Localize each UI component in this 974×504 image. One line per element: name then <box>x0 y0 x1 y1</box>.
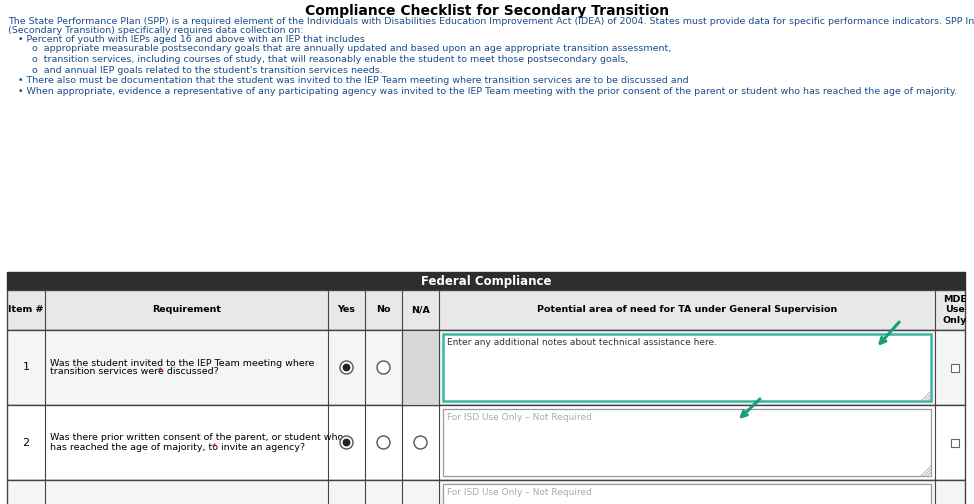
Circle shape <box>340 436 353 449</box>
Text: N/A: N/A <box>411 305 430 314</box>
Circle shape <box>377 436 390 449</box>
Text: o  transition services, including courses of study, that will reasonably enable : o transition services, including courses… <box>32 55 628 64</box>
FancyBboxPatch shape <box>443 409 931 476</box>
FancyBboxPatch shape <box>7 330 965 405</box>
Text: The State Performance Plan (SPP) is a required element of the Individuals with D: The State Performance Plan (SPP) is a re… <box>8 17 974 26</box>
Text: • There also must be documentation that the student was invited to the IEP Team : • There also must be documentation that … <box>18 76 689 85</box>
Text: 1: 1 <box>22 362 29 372</box>
FancyBboxPatch shape <box>951 363 959 371</box>
FancyBboxPatch shape <box>7 272 965 290</box>
FancyBboxPatch shape <box>443 334 931 401</box>
Text: 2: 2 <box>22 437 29 448</box>
FancyBboxPatch shape <box>951 438 959 447</box>
Text: Yes: Yes <box>338 305 356 314</box>
Text: Item #: Item # <box>8 305 44 314</box>
Text: o  and annual IEP goals related to the student's transition services needs.: o and annual IEP goals related to the st… <box>32 66 383 75</box>
Circle shape <box>343 364 350 371</box>
Text: *: * <box>50 443 217 452</box>
FancyBboxPatch shape <box>402 330 439 405</box>
Text: Compliance Checklist for Secondary Transition: Compliance Checklist for Secondary Trans… <box>305 4 669 18</box>
FancyBboxPatch shape <box>7 290 965 330</box>
Text: transition services were discussed?: transition services were discussed? <box>50 367 219 376</box>
Text: (Secondary Transition) specifically requires data collection on:: (Secondary Transition) specifically requ… <box>8 26 304 35</box>
FancyBboxPatch shape <box>7 405 965 480</box>
Text: • When appropriate, evidence a representative of any participating agency was in: • When appropriate, evidence a represent… <box>18 87 957 96</box>
Text: *: * <box>50 367 163 376</box>
Text: For ISD Use Only – Not Required: For ISD Use Only – Not Required <box>447 488 592 497</box>
Circle shape <box>343 439 350 446</box>
FancyBboxPatch shape <box>443 484 931 504</box>
Text: No: No <box>376 305 391 314</box>
Text: Was the student invited to the IEP Team meeting where: Was the student invited to the IEP Team … <box>50 358 315 367</box>
FancyBboxPatch shape <box>7 480 965 504</box>
Text: Requirement: Requirement <box>152 305 221 314</box>
Circle shape <box>340 361 353 374</box>
Text: Federal Compliance: Federal Compliance <box>421 275 551 287</box>
Circle shape <box>414 436 427 449</box>
Text: o  appropriate measurable postsecondary goals that are annually updated and base: o appropriate measurable postsecondary g… <box>32 44 671 53</box>
Text: Was there prior written consent of the parent, or student who: Was there prior written consent of the p… <box>50 433 343 443</box>
Text: • Percent of youth with IEPs aged 16 and above with an IEP that includes: • Percent of youth with IEPs aged 16 and… <box>18 35 365 44</box>
Text: has reached the age of majority, to invite an agency?: has reached the age of majority, to invi… <box>50 443 305 452</box>
Text: For ISD Use Only – Not Required: For ISD Use Only – Not Required <box>447 413 592 422</box>
Text: Enter any additional notes about technical assistance here.: Enter any additional notes about technic… <box>447 338 717 347</box>
Text: MDE
Use
Only: MDE Use Only <box>943 295 967 325</box>
Text: Potential area of need for TA under General Supervision: Potential area of need for TA under Gene… <box>537 305 837 314</box>
Circle shape <box>377 361 390 374</box>
